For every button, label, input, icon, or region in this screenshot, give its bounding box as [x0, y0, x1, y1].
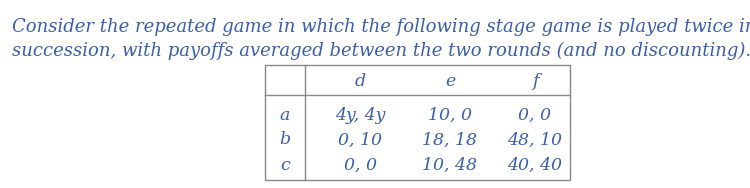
Text: f: f: [532, 74, 538, 90]
Text: 18, 18: 18, 18: [422, 131, 478, 149]
Bar: [265, 65, 570, 180]
Text: Consider the repeated game in which the following stage game is played twice in: Consider the repeated game in which the …: [12, 18, 750, 36]
Text: d: d: [355, 74, 365, 90]
Text: 0, 0: 0, 0: [518, 106, 551, 124]
Text: b: b: [280, 131, 290, 149]
Text: 0, 0: 0, 0: [344, 156, 376, 174]
Text: 10, 48: 10, 48: [422, 156, 478, 174]
Text: 48, 10: 48, 10: [508, 131, 562, 149]
Text: e: e: [445, 74, 455, 90]
Text: 40, 40: 40, 40: [508, 156, 562, 174]
Text: 0, 10: 0, 10: [338, 131, 382, 149]
Text: 4y, 4y: 4y, 4y: [334, 106, 386, 124]
Text: 10, 0: 10, 0: [428, 106, 472, 124]
Text: c: c: [280, 156, 290, 174]
Text: a: a: [280, 106, 290, 124]
Text: succession, with payoffs averaged between the two rounds (and no discounting).: succession, with payoffs averaged betwee…: [12, 42, 750, 60]
